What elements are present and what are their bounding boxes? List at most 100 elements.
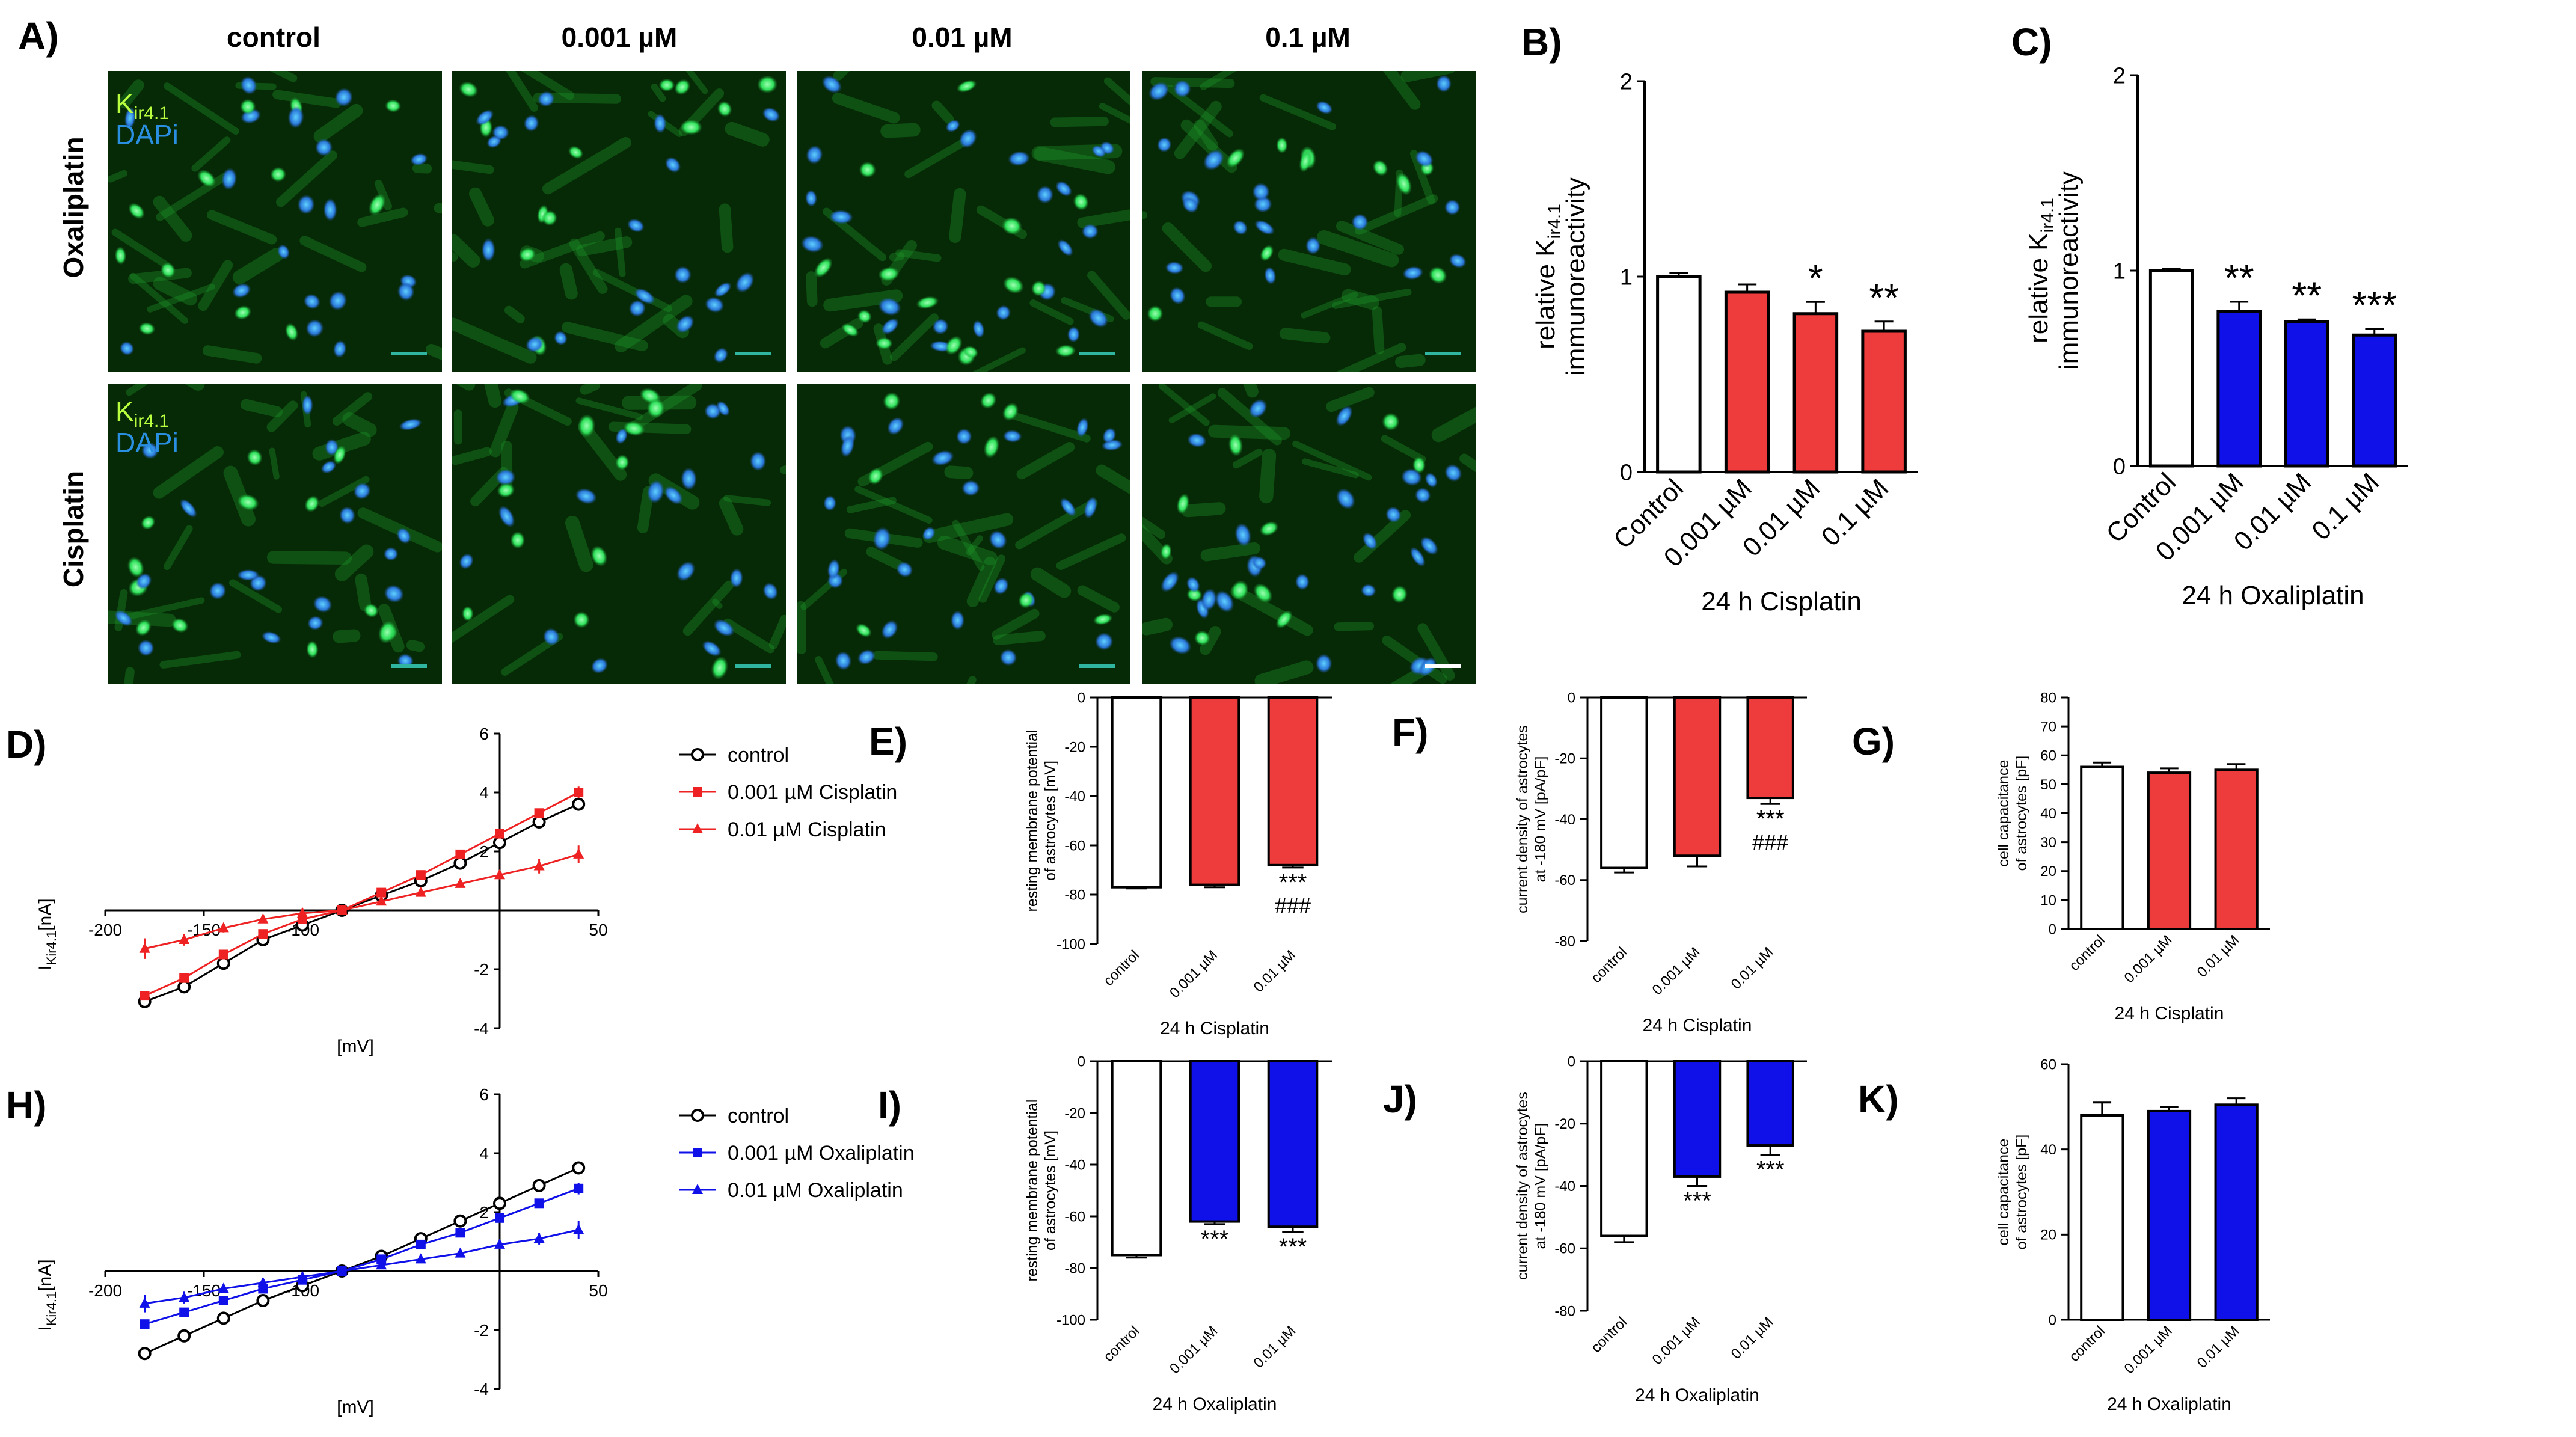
cell-nucleus	[806, 145, 823, 164]
cell-nucleus	[956, 428, 972, 445]
significance-hash: ###	[1275, 893, 1311, 918]
marker-triangle	[336, 1265, 348, 1275]
category-label: 0.01 µM	[2194, 1323, 2243, 1371]
cell-nucleus	[878, 266, 900, 281]
y-axis-label-line2: at -180 mV [pA/pF]	[1532, 756, 1549, 883]
stain-k-letter: K	[115, 396, 134, 427]
cell-nucleus	[814, 257, 833, 278]
cell-nucleus	[287, 106, 304, 129]
cell-nucleus	[320, 461, 337, 474]
cell-nucleus	[676, 561, 696, 581]
astrocyte-process	[1150, 77, 1235, 88]
bar-0.01 µM	[1267, 696, 1319, 866]
cell-nucleus	[664, 486, 683, 505]
astrocyte-process	[1197, 321, 1253, 350]
astrocyte-process	[452, 234, 480, 268]
astrocyte-process	[153, 195, 192, 242]
category-label: 0.001 µM	[1649, 944, 1704, 998]
astrocyte-process	[972, 347, 1026, 372]
cell-nucleus	[750, 451, 767, 471]
cell-nucleus	[1275, 610, 1293, 629]
cell-nucleus	[124, 106, 136, 130]
series-line-0	[144, 803, 579, 1003]
cell-nucleus	[1094, 632, 1114, 651]
category-label: 0.1 µM	[1816, 473, 1894, 551]
cell-nucleus	[568, 146, 584, 159]
cell-nucleus	[543, 628, 560, 646]
cell-nucleus	[714, 282, 732, 298]
cell-nucleus	[410, 153, 428, 166]
marker-square	[140, 991, 150, 1001]
cell-nucleus	[1093, 613, 1113, 625]
astrocyte-process	[1030, 567, 1072, 598]
marker-square	[534, 808, 544, 818]
x-tick-label: -200	[88, 1281, 122, 1300]
cell-nucleus	[1264, 266, 1277, 284]
astrocyte-process	[163, 525, 193, 571]
astrocyte-process	[685, 71, 708, 94]
cell-nucleus	[1396, 172, 1412, 195]
y-tick-label: 1	[1620, 265, 1633, 290]
micro-tile-background	[1142, 71, 1476, 372]
cell-nucleus	[956, 79, 977, 93]
cell-nucleus	[835, 651, 852, 670]
panel-letter-j: J)	[1383, 1077, 1417, 1121]
cell-nucleus	[1372, 159, 1388, 176]
cell-nucleus	[1084, 497, 1097, 519]
astrocyte-process	[266, 400, 298, 432]
x-tick-label: 50	[589, 921, 607, 939]
cell-nucleus	[821, 75, 842, 94]
cell-nucleus	[136, 573, 152, 590]
bar-0.001 µM	[1189, 1060, 1240, 1223]
cell-nucleus	[1002, 276, 1024, 294]
legend-label-1: 0.001 µM Cisplatin	[728, 781, 897, 804]
significance-stars: ***	[1756, 1157, 1785, 1183]
y-tick-label: 0	[2049, 1312, 2056, 1328]
astrocyte-process	[1168, 393, 1216, 424]
x-axis-label: [mV]	[337, 1037, 374, 1056]
legend-label-2: 0.01 µM Oxaliplatin	[728, 1179, 903, 1202]
x-axis-label: 24 h Oxaliplatin	[1635, 1385, 1759, 1405]
cell-nucleus	[1001, 217, 1022, 235]
chart-H: -200-150-10050-4-2246IKir4.1[nA][mV]cont…	[35, 1085, 915, 1417]
marker-square	[416, 870, 426, 880]
cell-nucleus	[827, 559, 840, 580]
cell-nucleus	[1165, 261, 1184, 274]
cell-nucleus	[878, 297, 901, 316]
astrocyte-process	[992, 608, 1040, 640]
cell-nucleus	[872, 527, 891, 551]
astrocyte-process	[504, 305, 525, 323]
cell-nucleus	[704, 403, 722, 420]
astrocyte-process	[506, 71, 538, 112]
y-axis-label-line2: immunoreactivity	[1561, 177, 1590, 376]
astrocyte-process	[1292, 440, 1372, 481]
cell-nucleus	[805, 189, 817, 207]
cell-nucleus	[1031, 280, 1046, 296]
cell-nucleus	[922, 527, 936, 541]
panel-letter-a: A)	[18, 14, 59, 58]
cell-nucleus	[221, 168, 237, 190]
category-label: control	[1100, 947, 1142, 989]
bar-0.001 µM	[2147, 1109, 2192, 1321]
category-label: 0.01 µM	[1250, 947, 1299, 996]
astrocyte-process	[1279, 328, 1331, 344]
y-tick-label: 1	[2113, 259, 2126, 284]
cell-nucleus	[1251, 556, 1267, 570]
cell-nucleus	[1055, 180, 1072, 197]
astrocyte-process	[124, 597, 205, 620]
cell-nucleus	[859, 161, 876, 178]
cell-nucleus	[1194, 630, 1210, 646]
astrocyte-process	[1243, 384, 1259, 398]
cell-nucleus	[114, 246, 127, 265]
y-tick-label: 50	[2040, 777, 2056, 793]
astrocyte-process	[1301, 292, 1358, 319]
micro-tile-content	[1142, 384, 1476, 684]
y-tick-label: -80	[1064, 887, 1085, 903]
astrocyte-process	[1232, 449, 1263, 469]
astrocyte-process	[452, 160, 494, 174]
y-axis-label-main: relative K	[2024, 233, 2053, 343]
bar-0.001 µM	[2147, 771, 2192, 930]
y-tick-label: -4	[474, 1380, 489, 1399]
bar-control	[1600, 696, 1648, 869]
bar-0.001 µM	[1673, 696, 1722, 857]
